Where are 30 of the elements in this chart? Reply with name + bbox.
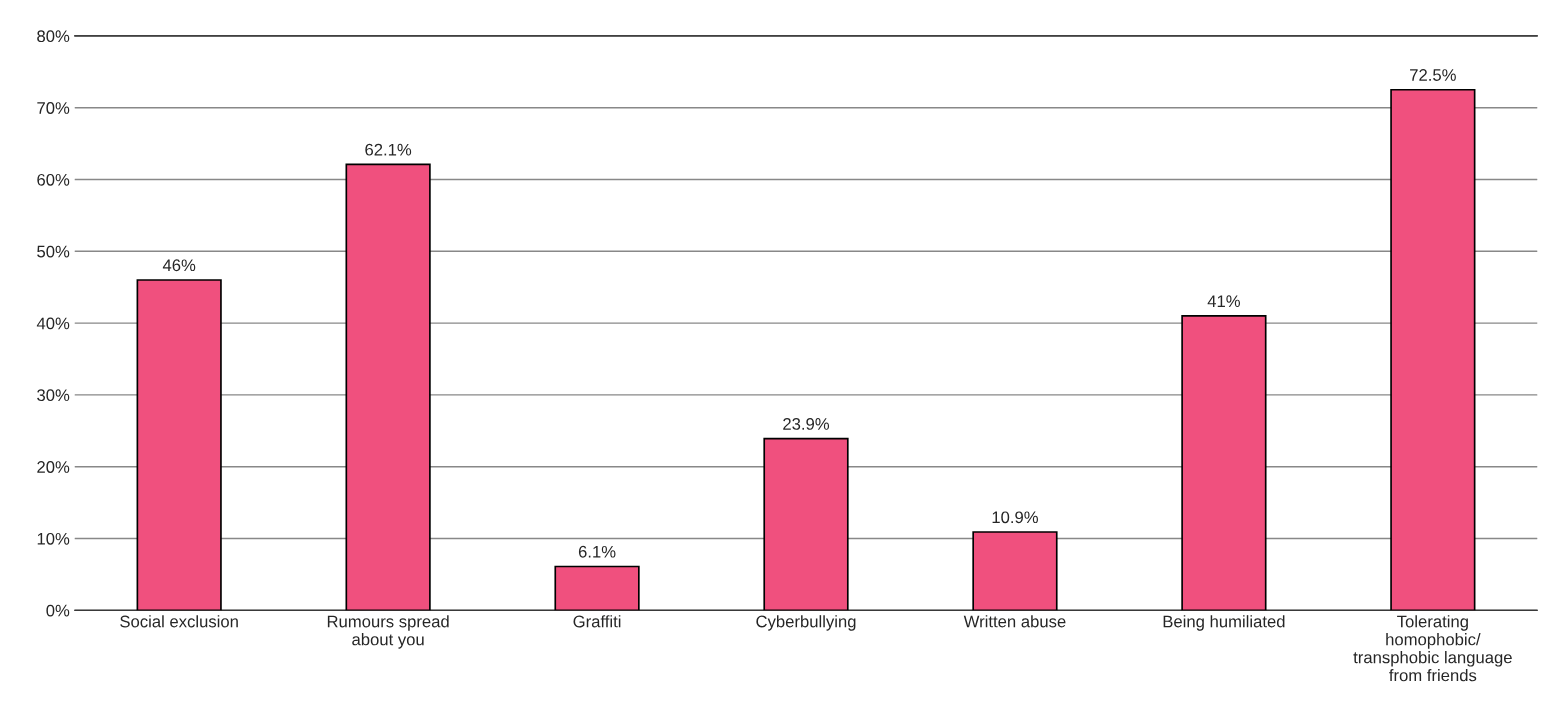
y-tick-label: 50% (37, 245, 70, 258)
x-tick-label: Social exclusion (120, 615, 238, 628)
data-label: 72.5% (1410, 69, 1456, 81)
y-tick-label: 10% (37, 532, 70, 545)
bar (1181, 315, 1267, 611)
y-tick-label: 30% (37, 389, 70, 402)
y-tick-label: 60% (37, 173, 70, 186)
y-tick-label: 80% (37, 30, 70, 43)
x-tick-label: Cyberbullying (756, 615, 856, 631)
y-tick-label: 70% (37, 102, 70, 114)
x-tick-label: Rumours spread about you (327, 615, 449, 649)
x-tick-label: Graffiti (573, 615, 621, 628)
bar (345, 163, 431, 611)
bar (136, 279, 222, 611)
data-label: 10.9% (992, 511, 1038, 524)
data-label: 41% (1207, 295, 1240, 308)
data-label: 23.9% (783, 418, 830, 430)
bar (763, 437, 849, 611)
bar (972, 531, 1058, 611)
x-tick-label: Tolerating homophobic/ transphobic language from friends (1353, 615, 1512, 682)
bar (554, 565, 640, 611)
x-tick-label: Being humiliated (1163, 615, 1285, 631)
data-label: 62.1% (365, 143, 412, 156)
data-label: 6.1% (578, 545, 616, 558)
y-tick-label: 40% (36, 317, 70, 330)
x-tick-label: Written abuse (963, 615, 1066, 628)
y-tick-label: 0% (46, 604, 70, 617)
y-tick-label: 20% (37, 461, 70, 473)
bar (1390, 88, 1476, 611)
data-label: 46% (162, 259, 196, 272)
